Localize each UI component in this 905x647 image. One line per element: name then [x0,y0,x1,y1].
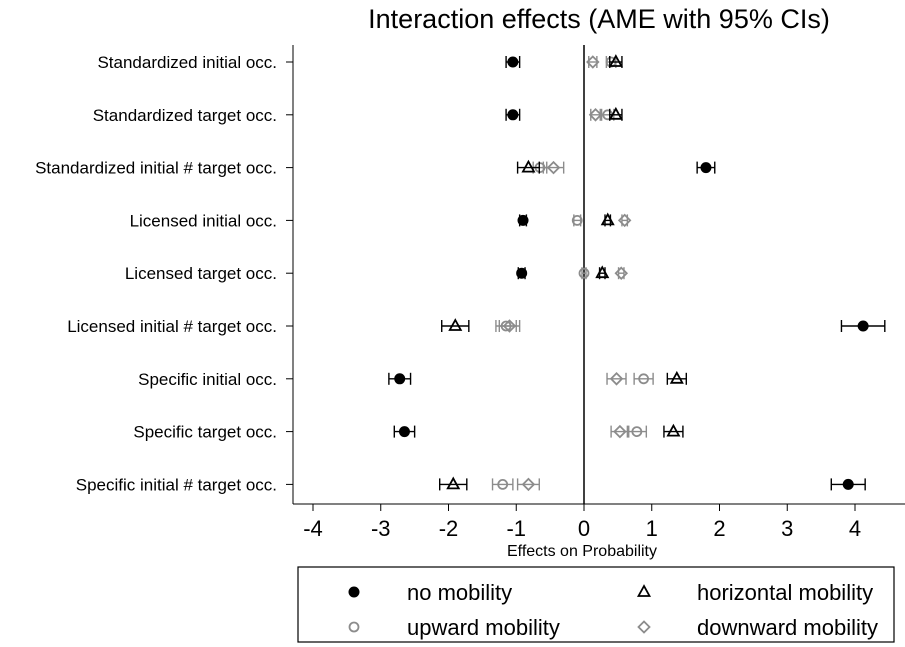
data-point [546,160,561,175]
x-axis: -4 -3 -2 -1 0 1 2 3 4 [293,503,905,541]
data-point [588,108,603,122]
data-point [497,478,509,490]
category-label: Licensed target occ. [125,264,277,283]
data-point [842,478,854,490]
data-point [516,267,528,279]
category-label: Standardized initial # target occ. [35,159,277,178]
x-tick-label: 4 [849,516,861,541]
x-tick-label: -4 [303,516,323,541]
legend-label: horizontal mobility [697,580,873,605]
x-tick-label: 3 [781,516,793,541]
y-axis [286,45,294,504]
legend-marker [636,584,652,597]
data-point [608,54,623,67]
data-point [507,56,519,68]
data-point [614,266,629,280]
data-point [398,426,410,438]
x-axis-label: Effects on Probability [507,543,657,560]
legend-marker [348,621,360,633]
x-tick-label: -1 [506,516,526,541]
data-point [446,476,461,490]
chart-title: Interaction effects (AME with 95% CIs) [368,4,830,34]
category-labels: Standardized initial occ. Standardized ta… [35,53,277,494]
data-point [502,319,517,333]
data-point [613,424,627,439]
data-point [600,212,615,226]
data-point [700,162,712,174]
data-point [394,373,406,385]
x-tick-label: -2 [439,516,459,541]
category-label: Specific target occ. [133,423,277,442]
series-no-mobility [388,56,886,491]
x-tick-label: 0 [578,516,590,541]
data-point [448,318,463,331]
legend-marker [348,586,360,598]
data-point [507,109,519,121]
x-tick-label: -3 [371,516,391,541]
data-point [609,372,624,386]
data-point [521,159,536,173]
category-label: Licensed initial # target occ. [67,317,277,336]
legend-label: downward mobility [697,615,878,640]
data-point [578,267,590,279]
category-label: Specific initial occ. [138,370,277,389]
series-horizontal-mobility [438,54,688,491]
data-point [669,370,684,384]
data-point [631,426,643,438]
category-label: Specific initial # target occ. [76,475,277,494]
series-downward-mobility [498,55,632,492]
legend-box [297,566,895,643]
legend-label: upward mobility [407,615,560,640]
x-tick-label: 2 [713,516,725,541]
category-label: Standardized initial occ. [97,53,277,72]
data-point [595,265,610,279]
data-point [521,477,536,492]
data-point [586,55,600,69]
plot-marks [388,54,886,492]
data-point [608,106,623,120]
data-point [617,213,632,228]
x-tick-label: 1 [646,516,658,541]
data-point [638,373,650,385]
data-point [517,214,529,226]
data-point [666,423,681,437]
data-point [857,320,869,332]
category-label: Standardized target occ. [93,106,277,125]
legend-marker [637,620,651,634]
category-label: Licensed initial occ. [130,211,277,230]
legend-label: no mobility [407,580,512,605]
legend: no mobility horizontal mobility upward mob… [297,566,895,643]
data-point [571,214,583,226]
